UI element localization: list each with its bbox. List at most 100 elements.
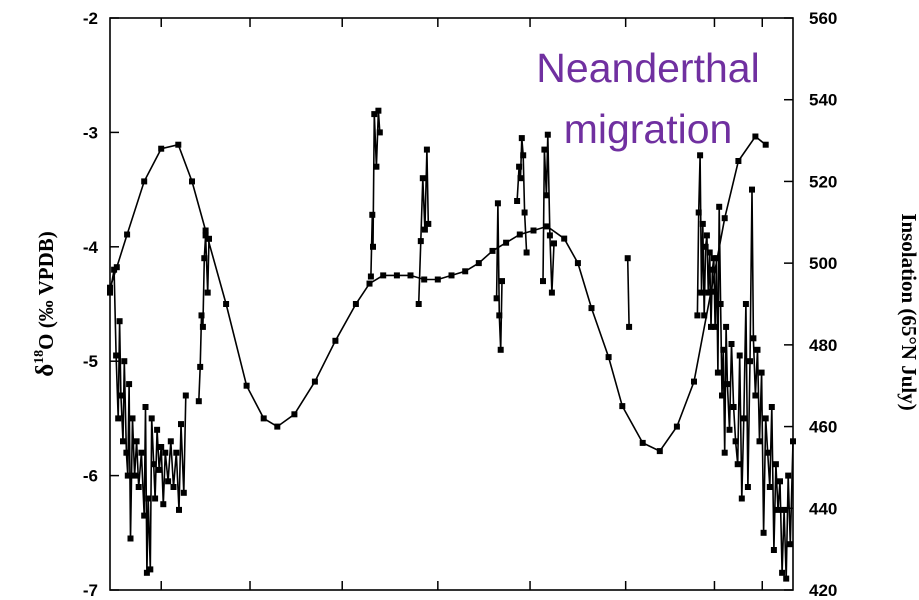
delta18o-point [170,484,177,490]
delta18o-point [730,404,737,410]
delta18o-point [749,186,755,193]
insolation-point [243,382,250,389]
right-tick-label: 420 [809,581,837,600]
insolation-point [639,439,646,446]
delta18o-point [131,472,138,479]
insolation-point [202,227,209,234]
left-tick-label: -4 [83,238,99,257]
delta18o-point [724,381,731,388]
delta18o-point [736,352,743,359]
insolation-point [421,276,428,283]
delta18o-point [732,438,739,445]
delta18o-point [173,449,180,456]
delta18o-point [518,135,525,142]
insolation-point [366,280,373,287]
insolation-point [291,411,298,418]
right-axis-title: Insolation (65°N July) [897,213,919,410]
insolation-point [605,354,612,361]
delta18o-point [198,312,205,319]
insolation-point [434,276,441,283]
delta18o-point [421,226,428,233]
delta18o-point [779,569,786,576]
insolation-point [619,403,626,410]
delta18o-line [109,269,187,573]
delta18o-point [115,415,122,422]
delta18o-point [750,335,757,342]
delta18o-point [712,323,719,330]
delta18o-point [123,449,130,456]
right-tick-label: 500 [809,254,837,273]
delta18o-point [775,506,781,513]
delta18o-point [499,278,505,285]
left-tick-label: -6 [83,467,98,486]
delta18o-point [201,255,208,262]
left-axis-title: δ18O (‰ VPDB) [32,231,59,377]
delta18o-point [721,449,728,456]
delta18o-point [754,346,761,353]
delta18o-line [198,235,210,402]
delta18o-point [764,449,771,456]
delta18o-point [204,289,211,296]
delta18o-point [117,392,124,399]
delta18o-point [197,363,204,370]
delta18o-point [116,318,123,325]
delta18o-point [726,426,733,433]
delta18o-point [758,369,765,376]
delta18o-point [371,111,378,118]
delta18o-point [747,358,753,365]
delta18o-point [160,501,167,508]
delta18o-point [126,381,133,388]
right-tick-label: 440 [809,499,837,518]
left-axis-title-rest: O (‰ VPDB) [34,231,58,350]
insolation-point [107,284,113,291]
delta18o-point [154,426,161,433]
insolation-point [407,272,414,279]
delta18o-point [141,512,148,519]
insolation-point [393,272,400,279]
delta18o-point [772,461,779,468]
delta18o-point [494,200,501,207]
delta18o-point [180,489,187,496]
delta18o-line [495,203,503,350]
delta18o-point [425,220,432,227]
delta18o-line [542,134,555,293]
delta18o-point [496,312,503,319]
delta18o-point [423,146,430,153]
tick-marks [110,17,793,591]
delta18o-point [548,289,555,296]
insolation-point [503,239,510,246]
insolation-point [544,223,551,230]
delta18o-point [697,152,704,159]
delta18o-point [107,289,113,296]
insolation-point [332,337,339,344]
delta18o-point [540,278,546,285]
delta18o-point [202,232,209,239]
delta18o-point [766,484,773,490]
delta18o-point [756,438,763,445]
delta18o-point [143,569,150,576]
delta18o-point [716,203,723,210]
plot-frame [109,17,794,591]
right-tick-label: 560 [809,9,837,28]
delta18o-point [752,392,759,399]
delta18o-point [546,232,553,239]
delta18o-point [178,421,184,428]
delta18o-point [162,449,169,456]
right-tick-label: 540 [809,91,837,110]
delta18o-point [698,289,705,296]
delta18o-point [785,472,792,479]
delta18o-point [516,163,523,170]
delta18o-point [706,249,713,256]
delta18o-point [728,341,735,347]
delta18o-point [369,211,376,218]
delta18o-point [523,249,530,256]
delta18o-point [714,369,721,376]
insolation-point [124,231,131,238]
delta18o-point [544,131,551,138]
delta18o-point [744,484,751,490]
delta18o-point [167,438,174,445]
insolation-point [721,215,728,222]
delta18o-point [762,415,769,422]
annotation-line-2: migration [564,106,733,152]
delta18o-point [760,529,767,536]
